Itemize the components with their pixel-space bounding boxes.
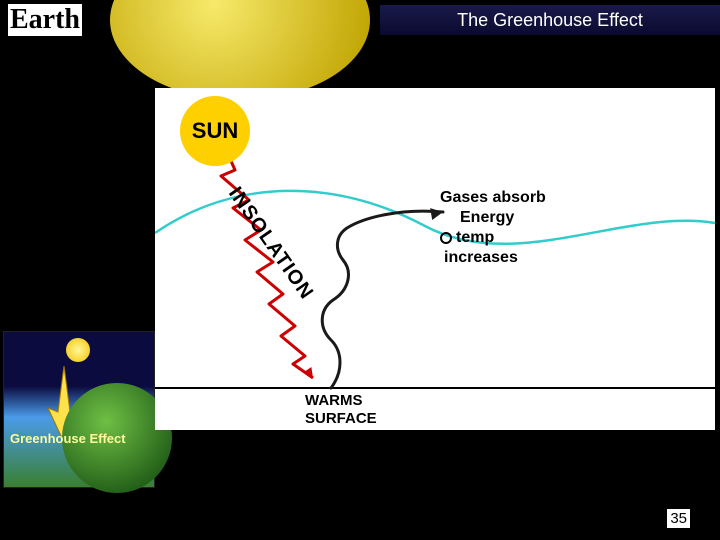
thumb-sun-icon (66, 338, 90, 362)
diagram-card: SUN INSOLATION Gases absorb Energy temp … (155, 88, 715, 430)
page-number: 35 (667, 509, 690, 528)
sun-circle: SUN (180, 96, 250, 166)
warms-line: SURFACE (305, 410, 377, 428)
greenhouse-thumbnail: Greenhouse Effect (3, 331, 155, 488)
absorb-text: Gases absorb Energy temp increases (440, 188, 546, 268)
corner-label: Earth (8, 4, 82, 36)
degree-icon (440, 232, 452, 244)
slide: Earth The Greenhouse Effect e gases sphe… (0, 0, 720, 540)
sun-label: SUN (192, 118, 238, 144)
absorb-line: Gases absorb (440, 188, 546, 208)
title-bar: The Greenhouse Effect (380, 5, 720, 35)
absorb-line: temp (440, 228, 546, 248)
warms-surface-label: WARMS SURFACE (305, 392, 377, 428)
warms-line: WARMS (305, 392, 377, 410)
absorb-line: Energy (440, 208, 546, 228)
thumb-caption: Greenhouse Effect (10, 432, 126, 446)
absorb-line: increases (440, 248, 546, 268)
sun-glow-bg (110, 0, 370, 100)
